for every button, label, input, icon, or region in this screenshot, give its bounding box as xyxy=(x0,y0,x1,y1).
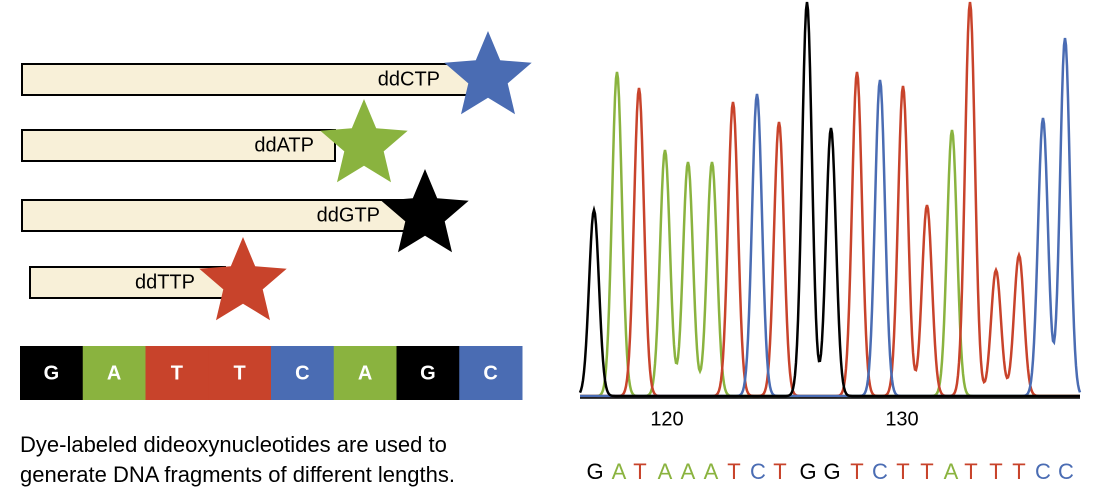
called-base: T xyxy=(989,459,1002,484)
called-base: A xyxy=(681,459,696,484)
called-base: C xyxy=(1058,459,1074,484)
called-base: T xyxy=(896,459,909,484)
caption: generate DNA fragments of different leng… xyxy=(20,462,455,487)
called-base: T xyxy=(1012,459,1025,484)
called-base: C xyxy=(750,459,766,484)
trace xyxy=(578,1,1080,398)
sequence-letter: G xyxy=(420,362,436,384)
axis-label: 130 xyxy=(885,408,918,430)
trace xyxy=(580,1,1080,398)
called-base: G xyxy=(799,459,816,484)
fragment-bar xyxy=(21,129,336,162)
fragment-label: ddATP xyxy=(254,134,314,156)
sequence-cell xyxy=(145,346,209,400)
caption: Dye-labeled dideoxynucleotides are used … xyxy=(20,432,447,457)
axis-label: 120 xyxy=(650,408,683,430)
called-base: A xyxy=(944,459,959,484)
trace xyxy=(580,71,1080,398)
sequence-letter: T xyxy=(171,362,183,384)
sequence-letter: C xyxy=(295,362,309,384)
sequence-cell xyxy=(20,346,84,400)
called-base: G xyxy=(586,459,603,484)
star xyxy=(199,237,287,321)
called-base: G xyxy=(823,459,840,484)
called-base: C xyxy=(1035,459,1051,484)
called-base: A xyxy=(704,459,719,484)
fragment-bar xyxy=(29,266,226,299)
sequence-letter: C xyxy=(483,362,497,384)
fragment-label: ddTTP xyxy=(135,271,195,293)
called-base: T xyxy=(920,459,933,484)
sequence-letter: T xyxy=(234,362,246,384)
called-base: T xyxy=(633,459,646,484)
sequence-letter: G xyxy=(44,362,60,384)
star xyxy=(320,99,408,183)
called-base: T xyxy=(727,459,740,484)
called-base: C xyxy=(872,459,888,484)
sequence-cell xyxy=(396,346,460,400)
sequence-cell xyxy=(459,346,523,400)
called-base: T xyxy=(964,459,977,484)
fragment-bar xyxy=(21,199,411,232)
star xyxy=(381,169,469,253)
called-base: A xyxy=(658,459,673,484)
called-base: T xyxy=(850,459,863,484)
fragment-label: ddGTP xyxy=(317,204,380,226)
fragment-label: ddCTP xyxy=(378,68,440,90)
trace xyxy=(580,37,1082,398)
sequence-letter: A xyxy=(107,362,121,384)
sequence-cell xyxy=(82,346,146,400)
star xyxy=(444,31,532,115)
sequence-cell xyxy=(271,346,335,400)
sequence-letter: A xyxy=(358,362,372,384)
fragment-bar xyxy=(21,63,471,96)
sequence-cell xyxy=(333,346,397,400)
called-base: T xyxy=(773,459,786,484)
sequence-cell xyxy=(208,346,272,400)
called-base: A xyxy=(612,459,627,484)
